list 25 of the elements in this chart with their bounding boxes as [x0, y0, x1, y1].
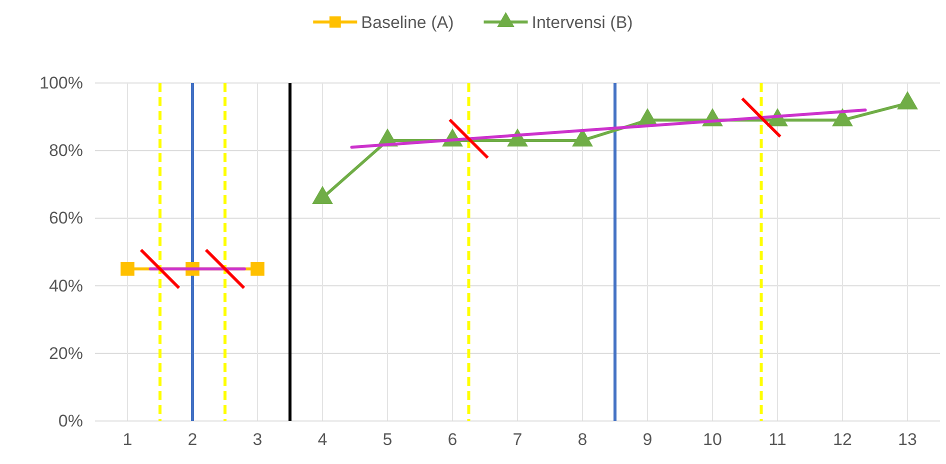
point — [832, 108, 853, 126]
x-tick-label: 6 — [448, 430, 458, 450]
x-tick-label: 1 — [122, 430, 132, 450]
x-tick-label: 12 — [833, 430, 852, 450]
y-tick-label: 80% — [48, 141, 83, 160]
x-tick-label: 2 — [188, 430, 198, 450]
x-tick-label: 13 — [898, 430, 917, 450]
point — [120, 262, 134, 276]
legend-label: Baseline (A) — [361, 13, 454, 32]
x-tick-label: 7 — [512, 430, 522, 450]
x-tick-label: 4 — [318, 430, 328, 450]
x-tick-label: 8 — [578, 430, 588, 450]
x-tick-label: 10 — [703, 430, 722, 450]
y-tick-label: 100% — [40, 73, 83, 92]
x-tick-label: 5 — [382, 430, 392, 450]
y-tick-label: 0% — [58, 411, 83, 430]
point — [897, 91, 918, 110]
y-tick-label: 60% — [48, 208, 83, 228]
x-tick-label: 3 — [252, 430, 262, 450]
y-tick-label: 40% — [48, 276, 83, 296]
x-tick-label: 9 — [642, 430, 652, 450]
point — [250, 262, 264, 276]
legend-label: Intervensi (B) — [532, 13, 633, 32]
x-tick-label: 11 — [768, 430, 786, 450]
y-tick-label: 20% — [48, 344, 83, 363]
